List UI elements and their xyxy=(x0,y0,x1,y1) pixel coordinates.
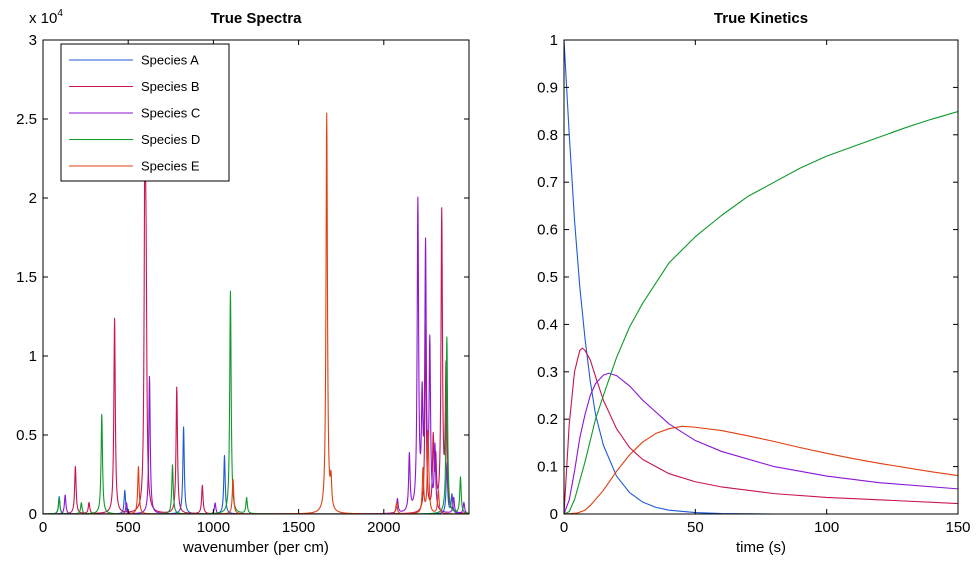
x-tick-label: 50 xyxy=(687,519,704,536)
legend: Species A Species B Species C Species D Spec… xyxy=(60,43,230,182)
y-tick-label: 3 xyxy=(29,32,37,49)
y-tick-label: 0 xyxy=(29,506,37,523)
legend-entry: Species D xyxy=(141,132,200,147)
y-tick-label: 0.2 xyxy=(537,411,558,428)
y-tick-label: 0.4 xyxy=(537,316,558,333)
legend-entry: Species A xyxy=(141,53,199,68)
y-tick-label: 0.8 xyxy=(537,127,558,144)
y-tick-label: 0 xyxy=(550,506,558,523)
x-tick-label: 0 xyxy=(560,519,568,536)
legend-entry: Species C xyxy=(141,106,200,121)
x-tick-label: 0 xyxy=(39,519,47,536)
x-tick-label: 150 xyxy=(945,519,970,536)
chart-1: 0 50 100 150 0 0.1 0.2 0.3 0.4 0.5 0.6 0.7 0.8 0.9 1 Tr… xyxy=(537,10,970,556)
x-tick-label: 100 xyxy=(814,519,839,536)
y-multiplier-base: x 10 xyxy=(29,10,57,27)
y-tick-label: 1 xyxy=(29,348,37,365)
x-axis-label: time (s) xyxy=(736,539,786,556)
legend-entry: Species E xyxy=(141,159,200,174)
y-multiplier-exponent: 4 xyxy=(57,8,63,19)
y-tick-label: 0.5 xyxy=(16,427,37,444)
y-tick-label: 1.5 xyxy=(16,269,37,286)
y-tick-label: 0.6 xyxy=(537,222,558,239)
y-multiplier: x 104 xyxy=(29,8,63,27)
x-tick-label: 1500 xyxy=(282,519,315,536)
chart-title: True Kinetics xyxy=(714,10,808,27)
chart-title: True Spectra xyxy=(211,10,303,27)
y-tick-label: 0.9 xyxy=(537,79,558,96)
x-tick-label: 500 xyxy=(116,519,141,536)
series-line-2 xyxy=(564,372,958,514)
x-tick-label: 1000 xyxy=(197,519,230,536)
y-tick-label: 0.5 xyxy=(537,269,558,286)
y-tick-label: 2 xyxy=(29,190,37,207)
chart-0: 0 500 1000 1500 2000 0 0.5 1 1.5 2 2.5 3 True Spectr… xyxy=(16,8,470,556)
series-line-1 xyxy=(564,347,958,514)
y-tick-label: 0.1 xyxy=(537,459,558,476)
y-tick-label: 0.7 xyxy=(537,174,558,191)
y-tick-label: 1 xyxy=(550,32,558,49)
y-tick-label: 2.5 xyxy=(16,111,37,128)
plot-lines xyxy=(564,40,958,514)
x-axis-label: wavenumber (per cm) xyxy=(182,539,329,556)
series-line-4 xyxy=(564,425,958,514)
y-tick-label: 0.3 xyxy=(537,364,558,381)
series-line-3 xyxy=(564,111,958,514)
x-tick-label: 2000 xyxy=(367,519,400,536)
plot-area xyxy=(564,40,958,514)
legend-entry: Species B xyxy=(141,79,200,94)
